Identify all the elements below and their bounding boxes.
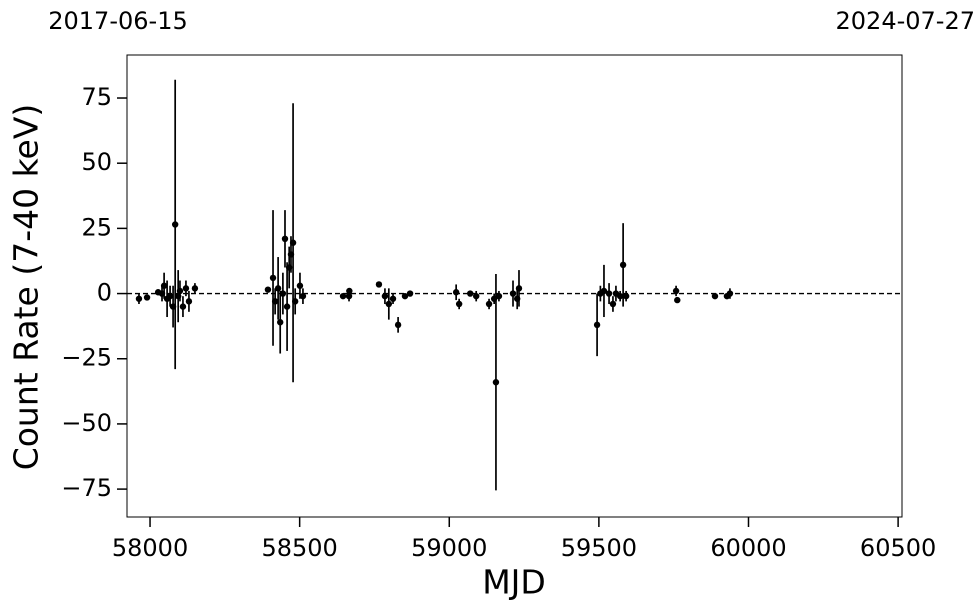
top-date-label: 2024-07-27	[836, 7, 975, 35]
data-point	[283, 303, 291, 310]
data-point	[299, 292, 307, 300]
data-point	[401, 292, 409, 300]
data-point	[279, 290, 287, 297]
data-point	[394, 321, 402, 329]
data-point	[345, 292, 353, 300]
y-tick-label: 75	[81, 83, 112, 111]
x-tick-label: 59500	[561, 534, 637, 562]
data-point	[513, 295, 521, 302]
data-point	[346, 287, 353, 295]
data-point	[166, 292, 174, 300]
data-point	[515, 285, 523, 292]
data-point	[616, 292, 624, 300]
data-point	[171, 221, 179, 228]
x-tick-label: 58000	[112, 534, 188, 562]
data-point	[160, 282, 168, 289]
y-axis-label: Count Rate (7-40 keV)	[7, 104, 46, 471]
data-point	[277, 319, 284, 326]
data-point	[455, 300, 463, 308]
data-point	[622, 292, 630, 300]
top-date-label: 2017-06-15	[48, 7, 187, 35]
data-point	[389, 295, 397, 302]
data-point	[381, 292, 389, 300]
data-point	[495, 292, 503, 300]
data-point	[509, 290, 517, 297]
data-point	[169, 303, 177, 310]
y-tick-label: −75	[61, 474, 112, 502]
data-point	[179, 303, 187, 310]
y-tick-label: 0	[97, 279, 112, 307]
x-tick-label: 58500	[261, 534, 337, 562]
data-point	[274, 285, 282, 292]
data-point	[726, 290, 734, 297]
data-point	[176, 287, 184, 295]
data-point	[182, 285, 190, 292]
data-point	[490, 295, 498, 302]
data-point	[264, 286, 272, 293]
y-tick-label: −50	[61, 409, 112, 437]
y-tick-label: −25	[61, 344, 112, 372]
data-point	[291, 298, 299, 305]
data-point	[672, 287, 680, 295]
data-point	[281, 235, 289, 243]
data-point	[158, 290, 166, 297]
y-tick-label: 25	[81, 213, 112, 241]
data-point	[339, 292, 347, 300]
data-point	[593, 321, 601, 329]
data-point	[296, 282, 304, 289]
x-tick-label: 59000	[411, 534, 487, 562]
data-point	[472, 292, 480, 300]
data-point	[492, 379, 500, 386]
data-point	[269, 274, 277, 282]
data-point	[674, 296, 681, 304]
data-point	[185, 298, 193, 305]
y-tick-label: 50	[81, 148, 112, 176]
data-point	[609, 300, 617, 308]
data-point	[375, 281, 383, 288]
data-point	[485, 300, 493, 308]
data-point	[452, 289, 460, 296]
data-point	[711, 292, 719, 300]
data-point	[143, 294, 151, 301]
data-point	[385, 300, 393, 308]
x-tick-label: 60000	[710, 534, 786, 562]
data-point	[135, 295, 143, 302]
x-tick-label: 60500	[860, 534, 936, 562]
data-point	[174, 292, 182, 300]
x-axis-label: MJD	[482, 563, 546, 602]
data-point	[467, 290, 474, 297]
plot-frame	[126, 54, 903, 518]
data-point	[285, 264, 293, 271]
data-point	[287, 251, 295, 258]
data-point	[619, 261, 627, 269]
data-point	[600, 287, 608, 295]
data-point	[271, 298, 279, 305]
data-point	[289, 239, 297, 246]
data-point	[605, 290, 613, 297]
data-point	[191, 285, 199, 292]
data-point	[406, 290, 414, 297]
